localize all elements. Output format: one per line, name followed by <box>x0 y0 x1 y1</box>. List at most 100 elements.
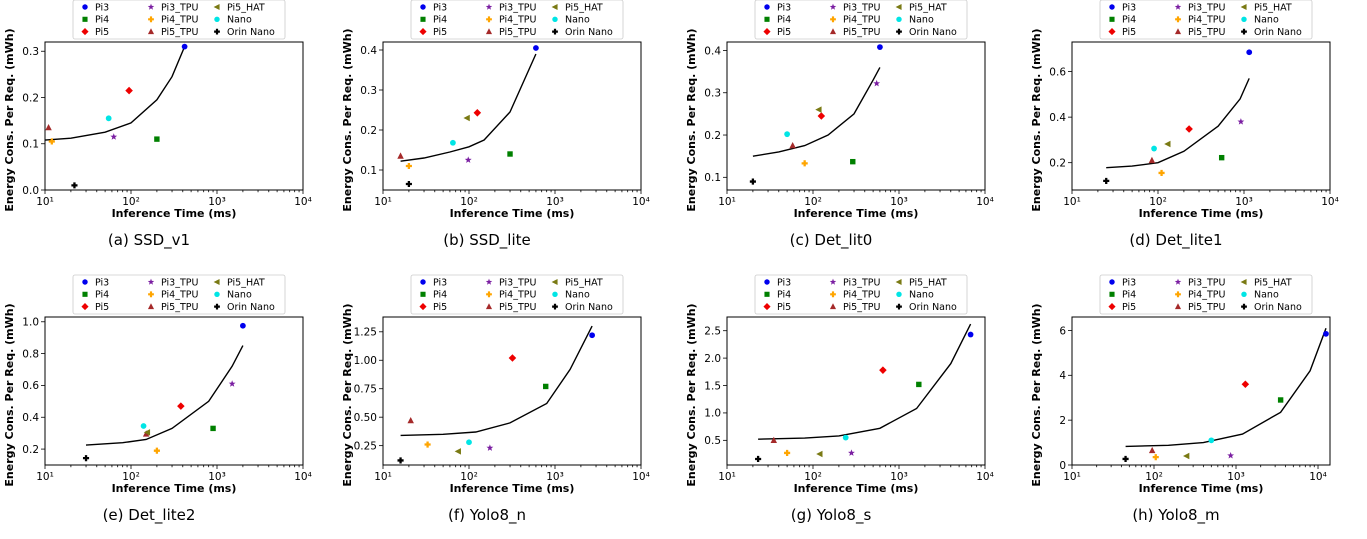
point-pi5-hat <box>454 448 461 455</box>
point-pi5-tpu <box>407 417 414 424</box>
point-nano <box>1208 437 1215 444</box>
x-tick-label: 10² <box>804 471 822 483</box>
legend-marker-orin-nano <box>1241 303 1247 310</box>
point-nano <box>1151 145 1157 152</box>
legend-marker-pi3-tpu <box>485 3 493 10</box>
legend-label-pi3: Pi3 <box>1122 277 1136 288</box>
chart-panel-c-det-lit0: Pi3 Pi3_TPU Pi5_HAT Pi4 Pi4_TPU Nano Pi5 Pi5_TP… <box>685 0 994 250</box>
legend-marker-pi3 <box>82 4 88 10</box>
legend-marker-orin-nano <box>552 303 558 310</box>
point-nano <box>140 423 147 429</box>
x-tick-label: 10³ <box>208 471 226 483</box>
y-tick-label: 0.8 <box>22 348 39 360</box>
legend-label-pi4: Pi4 <box>95 15 109 26</box>
point-pi3-tpu <box>1227 451 1235 459</box>
point-orin-nano <box>397 457 404 464</box>
point-nano <box>784 131 790 138</box>
legend-frame <box>410 274 624 315</box>
legend-marker-pi4 <box>1109 291 1115 297</box>
x-tick-label: 10⁴ <box>632 196 650 208</box>
y-tick-label: 1.5 <box>704 380 721 392</box>
point-pi3 <box>877 44 883 50</box>
legend: Pi3 Pi3_TPU Pi5_HAT Pi4 Pi4_TPU Nano Pi5 Pi5_TP… <box>410 0 624 40</box>
point-pi3 <box>1323 330 1329 337</box>
legend-marker-pi4 <box>82 16 88 22</box>
y-tick-label: 0.2 <box>360 125 377 137</box>
x-tick-label: 10² <box>122 471 140 483</box>
legend-label-nano: Nano <box>909 15 934 26</box>
legend-marker-orin-nano <box>896 303 902 310</box>
legend-label-pi5-tpu: Pi5_TPU <box>843 27 880 38</box>
y-tick-label: 0.6 <box>22 380 39 392</box>
legend-label-orin-nano: Orin Nano <box>1254 27 1302 38</box>
y-tick-label: 0.2 <box>1049 157 1066 169</box>
legend-marker-orin-nano <box>214 28 220 35</box>
legend-marker-pi3 <box>420 4 426 10</box>
legend-marker-pi5-tpu <box>829 28 837 35</box>
legend-marker-pi4 <box>1109 16 1115 22</box>
point-pi3 <box>240 322 246 329</box>
legend-label-pi3-tpu: Pi3_TPU <box>161 2 198 13</box>
axes-frame <box>382 41 642 191</box>
legend-label-pi5-hat: Pi5_HAT <box>565 277 603 288</box>
panel-caption: (a) SSD_v1 <box>108 231 190 250</box>
legend-marker-pi5-hat <box>551 278 558 286</box>
legend-marker-pi4-tpu <box>830 16 836 23</box>
x-tick-label: 10³ <box>890 196 908 208</box>
axes-frame <box>382 316 642 466</box>
legend-marker-pi4-tpu <box>486 16 492 23</box>
legend-marker-orin-nano <box>214 303 220 310</box>
chart-panel-e-det-lite2: Pi3 Pi3_TPU Pi5_HAT Pi4 Pi4_TPU Nano Pi5 Pi5_TP… <box>3 274 312 525</box>
legend-marker-pi3-tpu <box>829 278 837 285</box>
legend-label-orin-nano: Orin Nano <box>565 302 613 313</box>
legend-marker-nano <box>896 16 902 23</box>
point-pi4-tpu <box>424 441 431 448</box>
y-tick-label: 0.4 <box>22 412 39 424</box>
legend-label-pi4-tpu: Pi4_TPU <box>1188 15 1225 26</box>
legend-label-orin-nano: Orin Nano <box>1254 302 1302 313</box>
point-orin-nano <box>755 455 762 463</box>
legend-label-pi4: Pi4 <box>1122 290 1136 301</box>
point-pi5-hat <box>816 450 823 458</box>
legend-label-orin-nano: Orin Nano <box>909 27 957 38</box>
point-pi4 <box>507 151 513 157</box>
y-tick-label: 0.50 <box>354 412 377 424</box>
legend: Pi3 Pi3_TPU Pi5_HAT Pi4 Pi4_TPU Nano Pi5 Pi5_TP… <box>72 0 286 40</box>
legend-label-nano: Nano <box>227 15 252 26</box>
chart-panel-f-yolo8-n: Pi3 Pi3_TPU Pi5_HAT Pi4 Pi4_TPU Nano Pi5 Pi5_TP… <box>341 274 650 525</box>
legend-label-pi5-tpu: Pi5_TPU <box>161 302 198 313</box>
x-axis-label: Inference Time (ms) <box>450 207 575 220</box>
legend-marker-pi5-tpu <box>1174 28 1182 35</box>
legend-marker-nano <box>552 291 558 298</box>
x-tick-label: 10³ <box>546 196 564 208</box>
y-axis-label: Energy Cons. Per Req. (mWh) <box>341 303 354 486</box>
legend-marker-pi4 <box>420 291 426 297</box>
legend-marker-pi3-tpu <box>485 278 493 285</box>
chart-panel-g-yolo8-s: Pi3 Pi3_TPU Pi5_HAT Pi4 Pi4_TPU Nano Pi5 Pi5_TP… <box>685 274 994 525</box>
chart-panel-a-ssd-v1: Pi3 Pi3_TPU Pi5_HAT Pi4 Pi4_TPU Nano Pi5 Pi5_TP… <box>3 0 312 250</box>
legend-marker-orin-nano <box>552 28 558 35</box>
x-tick-label: 10⁴ <box>976 471 994 483</box>
legend-marker-pi4 <box>420 16 426 22</box>
legend-label-orin-nano: Orin Nano <box>909 302 957 313</box>
legend-label-pi3-tpu: Pi3_TPU <box>843 277 880 288</box>
y-axis-label: Energy Cons. Per Req. (mWh) <box>685 28 698 211</box>
point-pi3-tpu <box>873 79 881 87</box>
y-tick-label: 0.25 <box>354 440 377 452</box>
legend-label-pi5: Pi5 <box>1122 302 1136 313</box>
legend-label-pi5-tpu: Pi5_TPU <box>161 27 198 38</box>
fit-line <box>85 345 244 446</box>
point-orin-nano <box>749 178 756 185</box>
point-pi3-tpu <box>228 380 236 387</box>
legend: Pi3 Pi3_TPU Pi5_HAT Pi4 Pi4_TPU Nano Pi5 Pi5_TP… <box>1099 274 1313 315</box>
point-pi3 <box>967 331 974 338</box>
point-pi4 <box>1218 154 1225 161</box>
legend-label-pi5-tpu: Pi5_TPU <box>1188 27 1225 38</box>
point-pi3-tpu <box>486 444 494 451</box>
legend: Pi3 Pi3_TPU Pi5_HAT Pi4 Pi4_TPU Nano Pi5 Pi5_TP… <box>410 274 624 315</box>
panel-caption: (b) SSD_lite <box>443 231 531 250</box>
chart-panel-d-det-lite1: Pi3 Pi3_TPU Pi5_HAT Pi4 Pi4_TPU Nano Pi5 Pi5_TP… <box>1030 0 1339 250</box>
legend-marker-pi5-tpu <box>485 28 493 35</box>
legend-marker-pi5 <box>419 28 427 36</box>
